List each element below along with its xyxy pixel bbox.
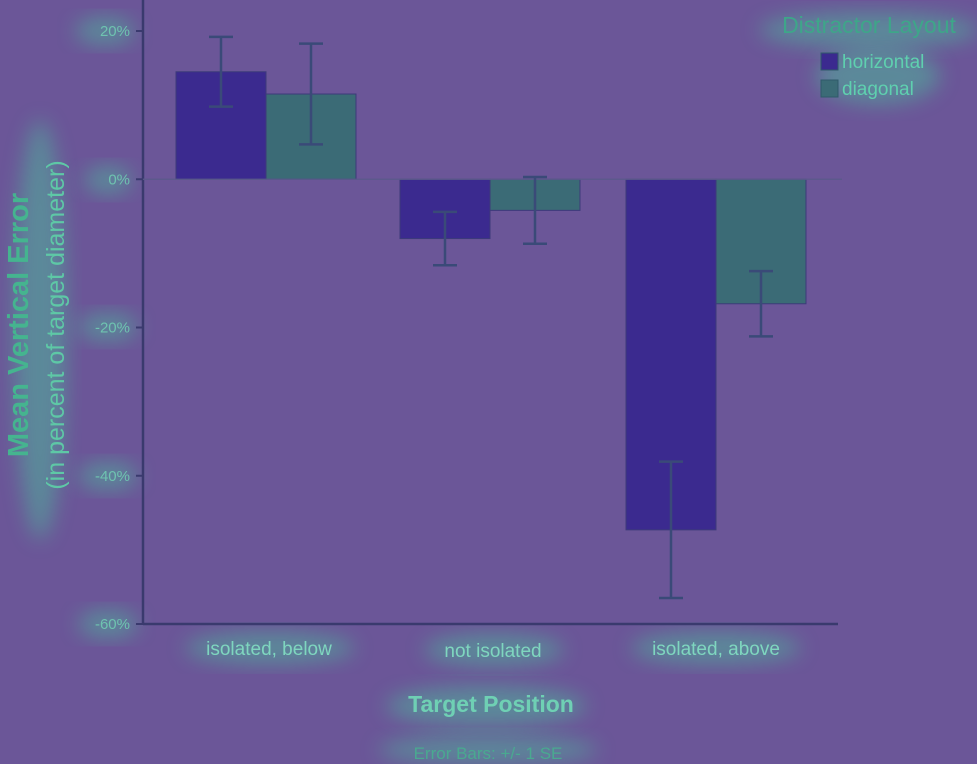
label-glow xyxy=(378,736,598,764)
y-axis-subtitle: (in percent of target diameter) xyxy=(42,160,70,489)
y-tick-label: 0% xyxy=(108,171,130,188)
x-tick-label: not isolated xyxy=(444,641,541,662)
y-axis-title: Mean Vertical Error xyxy=(3,193,35,457)
error-bar-diagonal-1 xyxy=(299,42,323,146)
label-glow xyxy=(386,686,586,726)
error-bars-layer xyxy=(209,35,773,600)
label-glow xyxy=(78,313,138,341)
error-bars-note: Error Bars: +/- 1 SE xyxy=(414,744,563,763)
label-glow xyxy=(816,48,940,104)
label-glow xyxy=(84,166,132,194)
label-glow xyxy=(75,17,135,45)
label-glow xyxy=(759,12,977,48)
legend-title: Distractor Layout xyxy=(782,12,956,38)
glow-layer xyxy=(14,12,977,764)
label-glow xyxy=(631,632,801,664)
label-glow xyxy=(424,634,564,666)
label-glow xyxy=(78,610,138,638)
error-bar-horizontal-3 xyxy=(659,460,683,600)
x-tick-label: isolated, below xyxy=(206,639,332,660)
error-bar-diagonal-2 xyxy=(523,175,547,245)
legend: Distractor Layout horizontal diagonal xyxy=(782,12,956,100)
y-tick-label: -40% xyxy=(95,468,130,485)
legend-items: horizontal diagonal xyxy=(820,52,924,100)
y-tick-label: -60% xyxy=(95,616,130,633)
legend-swatch-horizontal xyxy=(820,52,839,71)
axes-layer: 20% 0% -20% -40% -60% isolated, below not isol… xyxy=(95,0,842,662)
label-glow xyxy=(185,632,355,664)
legend-label-horizontal: horizontal xyxy=(842,52,924,73)
y-tick-label: 20% xyxy=(100,23,130,40)
legend-swatch-diagonal xyxy=(820,79,839,98)
error-bar-horizontal-1 xyxy=(209,35,233,108)
error-bar-diagonal-3 xyxy=(749,269,773,338)
y-tick-label: -20% xyxy=(95,320,130,337)
x-axis-title: Target Position xyxy=(408,691,574,717)
legend-label-diagonal: diagonal xyxy=(842,79,914,100)
label-glow xyxy=(78,462,138,490)
x-tick-label: isolated, above xyxy=(652,639,780,660)
bars-layer xyxy=(175,71,807,531)
error-bar-horizontal-2 xyxy=(433,210,457,267)
label-glow xyxy=(14,120,66,540)
